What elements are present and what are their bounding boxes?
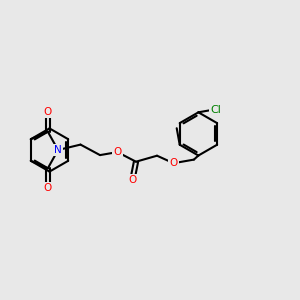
Text: Cl: Cl	[210, 105, 221, 115]
Text: O: O	[113, 147, 122, 157]
Text: O: O	[169, 158, 178, 168]
Text: O: O	[44, 183, 52, 193]
Text: O: O	[44, 107, 52, 117]
Text: N: N	[54, 145, 62, 155]
Text: O: O	[128, 175, 136, 185]
